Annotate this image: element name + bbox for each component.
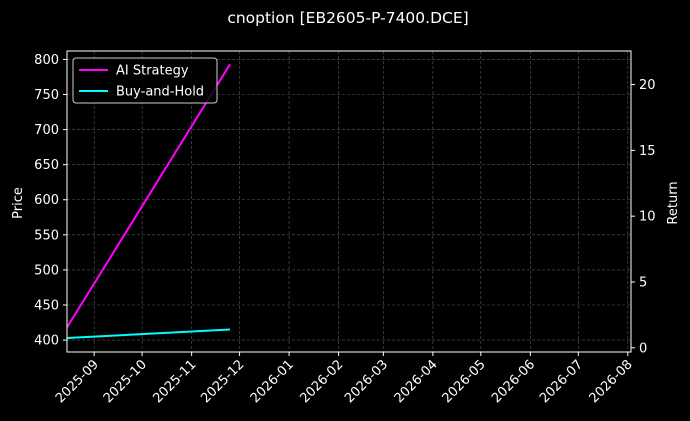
series-line-ai-strategy (67, 63, 231, 328)
y-tick-label: 500 (34, 263, 59, 278)
legend-label: AI Strategy (116, 64, 189, 79)
y-tick-label: 600 (34, 193, 59, 208)
legend: AI Strategy Buy-and-Hold (72, 57, 218, 104)
y-tick-label: 750 (34, 88, 59, 103)
series-group (67, 63, 231, 339)
y-tick-label: 800 (34, 53, 59, 68)
y2-tick-label: 5 (639, 275, 647, 290)
y2-tick-label: 0 (639, 341, 647, 356)
plot-border (66, 50, 632, 353)
series-line-buy-and-hold (67, 328, 231, 339)
plot-frame (66, 50, 632, 353)
y-axis-left: 400 450 500 550 600 650 700 750 800 (34, 53, 67, 349)
grid (67, 51, 631, 352)
legend-label: Buy-and-Hold (116, 85, 204, 100)
y-tick-label: 650 (34, 158, 59, 173)
y2-tick-label: 10 (639, 210, 656, 225)
y-tick-label: 700 (34, 123, 59, 138)
legend-box (72, 57, 218, 104)
y2-tick-label: 15 (639, 144, 656, 159)
y-tick-label: 450 (34, 298, 59, 313)
y-tick-label: 400 (34, 334, 59, 349)
y-axis-right: 0 5 10 15 20 (631, 78, 656, 356)
y2-tick-label: 20 (639, 78, 656, 93)
y-tick-label: 550 (34, 228, 59, 243)
y2-axis-label: Return (666, 181, 681, 224)
y-axis-label: Price (11, 187, 26, 219)
chart-title: cnoption [EB2605-P-7400.DCE] (227, 9, 468, 27)
